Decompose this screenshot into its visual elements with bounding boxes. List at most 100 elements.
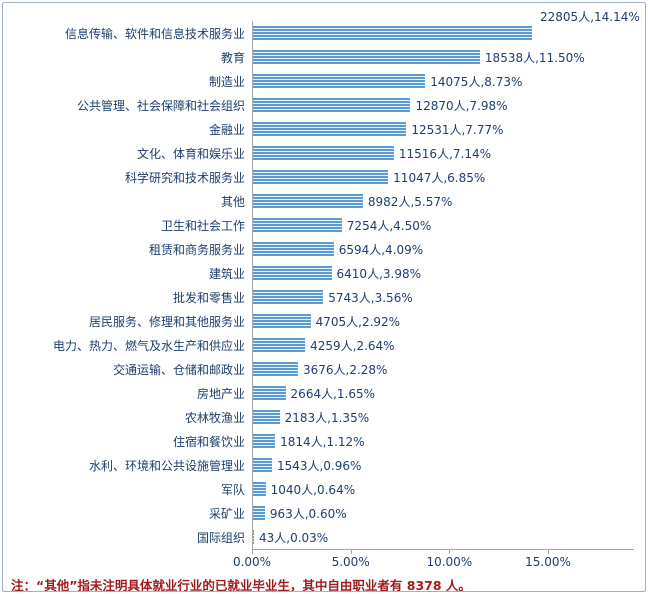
axis-tick (548, 550, 549, 554)
value-label: 18538人,11.50% (484, 50, 585, 65)
value-label: 5743人,3.56% (328, 290, 413, 305)
bar-track: 963人,0.60% (252, 501, 637, 525)
chart-row: 农林牧渔业 2183人,1.35% (9, 405, 637, 429)
chart-row: 国际组织 43人,0.03% (9, 525, 637, 549)
value-label: 14075人,8.73% (430, 74, 523, 89)
category-label: 文化、体育和娱乐业 (136, 146, 245, 161)
chart-row: 科学研究和技术服务业 11047人,6.85% (9, 165, 637, 189)
bar-track: 7254人,4.50% (252, 213, 637, 237)
category-label: 信息传输、软件和信息技术服务业 (64, 26, 245, 41)
bar-track: 4259人,2.64% (252, 333, 637, 357)
value-label: 4705人,2.92% (315, 314, 401, 329)
bar-track: 2664人,1.65% (252, 381, 637, 405)
bar (253, 218, 342, 232)
value-label: 12531人,7.77% (411, 122, 504, 137)
axis-tick (252, 550, 253, 554)
bar (253, 50, 480, 64)
category-label: 卫生和社会工作 (160, 218, 245, 233)
bar (253, 434, 276, 448)
bar (253, 314, 311, 328)
bar (253, 506, 265, 520)
bar (253, 458, 272, 472)
employment-bar-chart: 信息传输、软件和信息技术服务业 22805人,14.14% 教育 18538人,11.… (9, 7, 640, 549)
bar-track: 1543人,0.96% (252, 453, 637, 477)
axis-tick (449, 550, 451, 554)
axis-tick-label: 0.00% (232, 555, 272, 569)
category-label: 其他 (220, 194, 245, 209)
chart-row: 水利、环境和公共设施管理业 1543人,0.96% (9, 453, 637, 477)
bar-track: 11516人,7.14% (252, 141, 637, 165)
category-label: 采矿业 (208, 506, 245, 521)
chart-row: 信息传输、软件和信息技术服务业 22805人,14.14% (9, 10, 640, 45)
category-label: 教育 (220, 50, 245, 65)
bar-track: 22805人,14.14% (252, 10, 640, 45)
x-axis: 0.00% 5.00% 10.00% 15.00% (233, 549, 634, 572)
value-label: 12870人,7.98% (415, 98, 508, 113)
value-label: 6410人,3.98% (336, 266, 422, 281)
chart-row: 电力、热力、燃气及水生产和供应业 4259人,2.64% (9, 333, 637, 357)
value-label: 2183人,1.35% (284, 410, 370, 425)
bar (253, 530, 254, 544)
bar-track: 5743人,3.56% (252, 285, 637, 309)
category-label: 电力、热力、燃气及水生产和供应业 (52, 338, 245, 353)
chart-row: 建筑业 6410人,3.98% (9, 261, 637, 285)
bar (253, 170, 389, 184)
bar-track: 3676人,2.28% (252, 357, 637, 381)
category-label: 科学研究和技术服务业 (124, 170, 245, 185)
value-label: 7254人,4.50% (346, 218, 432, 233)
chart-row: 教育 18538人,11.50% (9, 45, 637, 69)
chart-row: 卫生和社会工作 7254人,4.50% (9, 213, 637, 237)
bar (253, 74, 426, 88)
category-label: 金融业 (208, 122, 245, 137)
category-label: 租赁和商务服务业 (148, 242, 245, 257)
chart-row: 军队 1040人,0.64% (9, 477, 637, 501)
category-label: 农林牧渔业 (184, 410, 245, 425)
category-label: 批发和零售业 (172, 290, 245, 305)
bar (253, 98, 411, 112)
value-label: 11516人,7.14% (398, 146, 492, 161)
category-label: 交通运输、仓储和邮政业 (112, 362, 245, 377)
axis-tick-label: 15.00% (525, 555, 571, 569)
value-label: 6594人,4.09% (338, 242, 424, 257)
bar (253, 242, 334, 256)
category-label: 制造业 (208, 74, 245, 89)
value-label: 1040人,0.64% (270, 482, 356, 497)
chart-row: 采矿业 963人,0.60% (9, 501, 637, 525)
category-label: 居民服务、修理和其他服务业 (88, 314, 245, 329)
bar (253, 482, 266, 496)
bar-track: 12531人,7.77% (252, 117, 637, 141)
bar (253, 338, 306, 352)
bar (253, 146, 394, 160)
bar-track: 1814人,1.12% (252, 429, 637, 453)
chart-row: 房地产业 2664人,1.65% (9, 381, 637, 405)
bar-track: 18538人,11.50% (252, 45, 637, 69)
category-label: 国际组织 (196, 530, 245, 545)
value-label: 1814人,1.12% (280, 434, 365, 449)
bar-track: 11047人,6.85% (252, 165, 637, 189)
category-label: 住宿和餐饮业 (172, 434, 245, 449)
bar (253, 266, 332, 280)
bar (253, 362, 298, 376)
bar-track: 12870人,7.98% (252, 93, 637, 117)
bar-track: 14075人,8.73% (252, 69, 637, 93)
bar (253, 290, 324, 304)
category-label: 建筑业 (208, 266, 245, 281)
category-label: 水利、环境和公共设施管理业 (88, 458, 245, 473)
chart-row: 住宿和餐饮业 1814人,1.12% (9, 429, 637, 453)
chart-row: 居民服务、修理和其他服务业 4705人,2.92% (9, 309, 637, 333)
chart-row: 租赁和商务服务业 6594人,4.09% (9, 237, 637, 261)
value-label: 4259人,2.64% (310, 338, 395, 353)
chart-row: 文化、体育和娱乐业 11516人,7.14% (9, 141, 637, 165)
chart-row: 制造业 14075人,8.73% (9, 69, 637, 93)
bar (253, 26, 533, 40)
value-label: 3676人,2.28% (302, 362, 388, 377)
category-label: 房地产业 (196, 386, 245, 401)
chart-footnote: 注：“其他”指未注明具体就业行业的已就业毕业生，其中自由职业者有 8378 人。 (11, 578, 471, 592)
axis-tick-label: 10.00% (426, 555, 473, 569)
bar-track: 6594人,4.09% (252, 237, 637, 261)
value-label: 2664人,1.65% (290, 386, 376, 401)
chart-row: 公共管理、社会保障和社会组织 12870人,7.98% (9, 93, 637, 117)
value-label: 22805人,14.14% (540, 10, 640, 24)
category-label: 公共管理、社会保障和社会组织 (76, 98, 245, 113)
